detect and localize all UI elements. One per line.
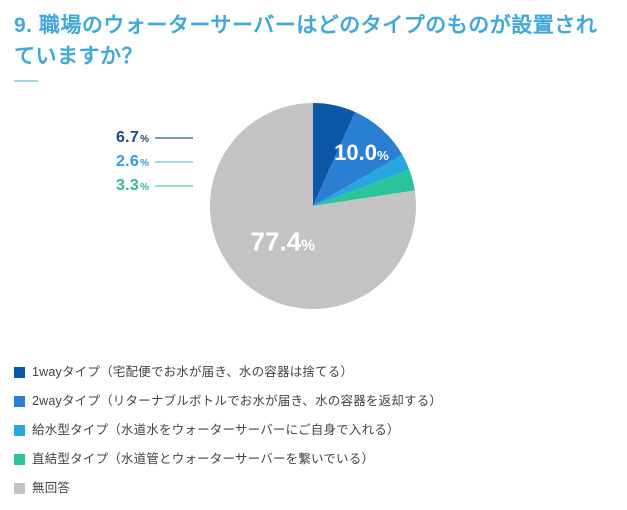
legend-label: 直結型タイプ（水道管とウォーターサーバーを繋いでいる）	[32, 452, 375, 466]
slice-value-chokketsu: 3.3	[115, 177, 140, 194]
pie-inside-label: 10.0%	[334, 140, 389, 165]
legend-color-swatch	[14, 366, 25, 378]
callout-leader-line-chokketsu	[155, 185, 193, 187]
legend-item: 2wayタイプ（リターナブルボトルでお水が届き、水の容器を返却する）	[14, 394, 627, 408]
legend-label: 給水型タイプ（水道水をウォーターサーバーにご自身で入れる）	[32, 423, 400, 437]
legend-item: 1wayタイプ（宅配便でお水が届き、水の容器は捨てる）	[14, 365, 627, 379]
callout-row-kyusui: 2.6%	[0, 153, 193, 171]
callout-leader-line-1way	[155, 137, 193, 139]
pie-slice	[313, 111, 403, 206]
percent-sign: %	[140, 134, 149, 145]
pie-legend: 1wayタイプ（宅配便でお水が届き、水の容器は捨てる） 2wayタイプ（リターナ…	[14, 365, 627, 495]
legend-label: 2wayタイプ（リターナブルボトルでお水が届き、水の容器を返却する）	[32, 394, 443, 408]
slice-value-1way: 6.7	[115, 129, 140, 146]
percent-sign: %	[140, 182, 149, 193]
page-title: 9. 職場のウォーターサーバーはどのタイプのものが設置されていますか？	[14, 14, 598, 68]
legend-label: 無回答	[32, 481, 71, 495]
survey-result-page: 9. 職場のウォーターサーバーはどのタイプのものが設置されていますか？ 6.7%…	[0, 10, 627, 510]
callout-row-1way: 6.7%	[0, 129, 193, 147]
title-divider	[14, 80, 38, 82]
slice-value-kyusui: 2.6	[115, 153, 140, 170]
slice-value-label-kyusui: 2.6%	[116, 153, 149, 171]
percent-sign: %	[140, 158, 149, 169]
slice-value-label-1way: 6.7%	[116, 129, 149, 147]
slice-value-label-chokketsu: 3.3%	[116, 177, 149, 195]
pie-slice	[313, 169, 415, 206]
callout-leader-line-kyusui	[155, 161, 193, 163]
pie-slice	[313, 154, 410, 206]
legend-item: 給水型タイプ（水道水をウォーターサーバーにご自身で入れる）	[14, 423, 627, 437]
callout-row-chokketsu: 3.3%	[0, 177, 193, 195]
pie-chart: 10.0% 77.4%	[209, 102, 416, 309]
legend-color-swatch	[14, 453, 25, 465]
pie-chart-area: 6.7% 2.6% 3.3% 10.0% 77.4%	[0, 82, 627, 353]
pie-slice	[209, 102, 416, 309]
pie-slice	[313, 103, 356, 206]
legend-label: 1wayタイプ（宅配便でお水が届き、水の容器は捨てる）	[32, 365, 354, 379]
legend-item: 無回答	[14, 481, 627, 495]
legend-color-swatch	[14, 424, 25, 436]
legend-color-swatch	[14, 395, 25, 407]
pie-inside-label: 77.4%	[251, 226, 316, 256]
legend-color-swatch	[14, 482, 25, 494]
legend-item: 直結型タイプ（水道管とウォーターサーバーを繋いでいる）	[14, 452, 627, 466]
